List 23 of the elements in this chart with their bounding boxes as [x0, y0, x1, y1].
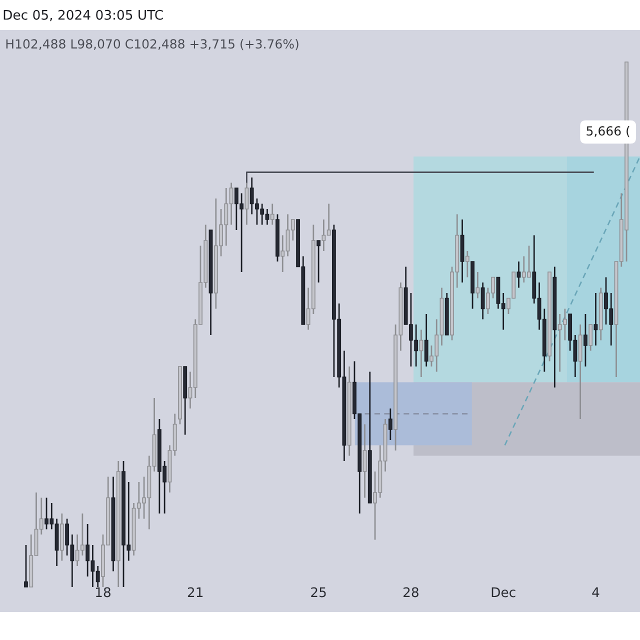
candlestick	[424, 313, 428, 368]
candlestick	[588, 324, 593, 352]
candlestick	[316, 240, 321, 284]
candlestick	[388, 408, 392, 441]
x-tick-label: 4	[592, 587, 600, 598]
x-tick-label: 25	[311, 587, 326, 598]
x-tick-label: 18	[96, 587, 110, 598]
candlestick	[24, 544, 28, 588]
candlestick	[244, 182, 249, 226]
candlestick	[516, 260, 521, 288]
candlestick	[480, 282, 485, 320]
chart-subtitle: H102,488 L98,070 C102,488 +3,715 (+3.76%)	[6, 38, 298, 50]
candlestick	[594, 292, 598, 346]
candlestick	[584, 313, 588, 368]
x-tick-label: Dec	[492, 587, 516, 598]
x-tick-label: 21	[188, 587, 203, 598]
candlestick	[476, 271, 480, 299]
chart-title: Dec 05, 2024 03:05 UTC	[4, 10, 163, 22]
x-tick-label: 28	[404, 587, 418, 598]
candlestick	[270, 203, 274, 226]
candlestick	[362, 424, 367, 498]
candlestick	[465, 250, 470, 278]
annotation: 5,666 (	[586, 126, 630, 138]
